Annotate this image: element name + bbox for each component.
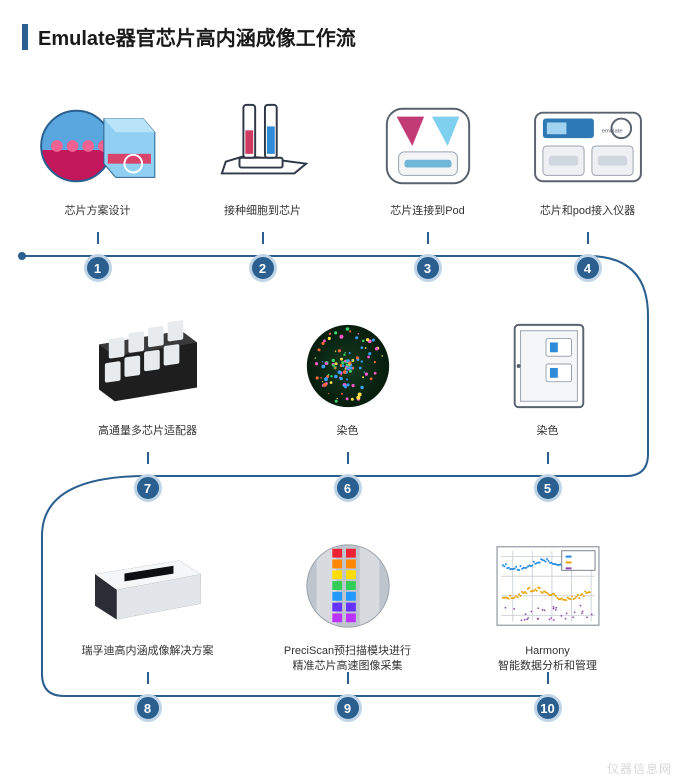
connector-stub (347, 672, 349, 684)
step-number-badge: 6 (334, 474, 362, 502)
step-caption: 芯片和pod接入仪器 (540, 204, 635, 234)
workflow-step-2: 接种细胞到芯片 2 (185, 96, 340, 282)
pod-icon (368, 96, 488, 196)
page-title: Emulate器官芯片高内涵成像工作流 (38, 22, 356, 51)
step-caption: 高通量多芯片适配器 (98, 424, 197, 454)
step-number-badge: 9 (334, 694, 362, 722)
step-caption: 接种细胞到芯片 (224, 204, 301, 234)
step-number-badge: 5 (534, 474, 562, 502)
harmony-icon (488, 536, 608, 636)
workflow-step-5: 染色 5 (470, 316, 625, 502)
step-caption: 芯片方案设计 (65, 204, 131, 234)
workflow-step-3: 芯片连接到Pod 3 (350, 96, 505, 282)
step-number-badge: 1 (84, 254, 112, 282)
title-bar: Emulate器官芯片高内涵成像工作流 (22, 22, 356, 51)
connector-stub (97, 232, 99, 244)
connector-stub (147, 672, 149, 684)
preciscan-icon (288, 536, 408, 636)
adapter-icon (88, 316, 208, 416)
workflow-step-7: 高通量多芯片适配器 7 (70, 316, 225, 502)
connector-stub (262, 232, 264, 244)
chip-design-icon (38, 96, 158, 196)
watermark: 仪器信息网 (607, 760, 672, 777)
connector-stub (587, 232, 589, 244)
imager-icon (88, 536, 208, 636)
title-accent (22, 24, 28, 50)
connector-stub (547, 452, 549, 464)
connector-stub (147, 452, 149, 464)
step-caption: Harmony 智能数据分析和管理 (498, 644, 597, 674)
incubator-icon (488, 316, 608, 416)
seeding-icon (203, 96, 323, 196)
workflow-step-9: PreciScan预扫描模块进行 精准芯片高速图像采集 9 (270, 536, 425, 722)
step-caption: 染色 (537, 424, 559, 454)
step-number-badge: 3 (414, 254, 442, 282)
svg-text:emulate: emulate (601, 128, 622, 134)
connector-stub (347, 452, 349, 464)
step-caption: 瑞孚迪高内涵成像解决方案 (82, 644, 214, 674)
flow-start-dot (18, 252, 26, 260)
workflow-step-4: emulate 芯片和pod接入仪器 4 (510, 96, 665, 282)
step-number-badge: 7 (134, 474, 162, 502)
step-caption: 染色 (337, 424, 359, 454)
workflow-step-1: 芯片方案设计 1 (20, 96, 175, 282)
workflow-step-6: 染色 6 (270, 316, 425, 502)
step-caption: PreciScan预扫描模块进行 精准芯片高速图像采集 (284, 644, 411, 674)
stain-icon (288, 316, 408, 416)
connector-stub (427, 232, 429, 244)
step-number-badge: 4 (574, 254, 602, 282)
step-number-badge: 8 (134, 694, 162, 722)
step-caption: 芯片连接到Pod (390, 204, 465, 234)
workflow-step-10: Harmony 智能数据分析和管理 10 (470, 536, 625, 722)
step-number-badge: 10 (534, 694, 562, 722)
workflow-step-8: 瑞孚迪高内涵成像解决方案 8 (70, 536, 225, 722)
step-number-badge: 2 (249, 254, 277, 282)
machine-icon: emulate (528, 96, 648, 196)
connector-stub (547, 672, 549, 684)
